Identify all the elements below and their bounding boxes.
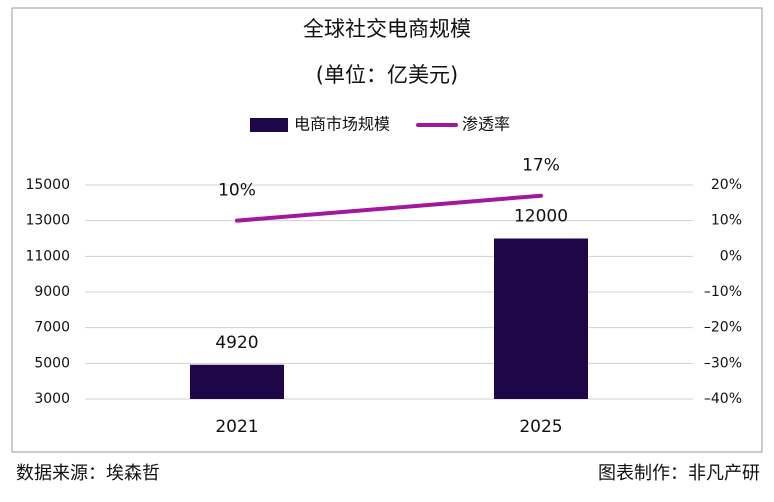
line-value-label: 17% xyxy=(522,156,560,176)
y-tick-label: 3000 xyxy=(34,391,70,407)
y-tick-label: 5000 xyxy=(34,355,70,371)
bar xyxy=(190,364,284,399)
y-tick-label: 11000 xyxy=(25,248,70,264)
source-note: 数据来源：埃森哲 xyxy=(16,463,160,484)
y-tick-label: 9000 xyxy=(34,284,70,300)
y2-tick-label: 0% xyxy=(720,248,742,264)
bar-value-label: 12000 xyxy=(514,207,568,227)
legend-swatch xyxy=(250,118,288,132)
line xyxy=(235,193,543,223)
bar xyxy=(494,238,588,399)
y2-tick-label: –20% xyxy=(704,320,742,336)
y2-tick-label: –40% xyxy=(704,391,742,407)
bar-value-label: 4920 xyxy=(215,333,258,353)
y2-tick-label: 20% xyxy=(711,177,742,193)
y2-tick-label: –10% xyxy=(704,284,742,300)
chart-frame xyxy=(11,7,763,453)
y-tick-label: 7000 xyxy=(34,320,70,336)
chart-title: 全球社交电商规模 xyxy=(303,17,471,41)
line-value-label: 10% xyxy=(218,181,256,201)
legend-label: 渗透率 xyxy=(462,115,510,134)
y2-tick-label: 10% xyxy=(711,213,742,229)
credit-note: 图表制作：非凡产研 xyxy=(598,463,760,484)
x-tick-label: 2021 xyxy=(215,417,258,437)
chart-subtitle: (单位：亿美元) xyxy=(316,63,458,87)
y-tick-label: 13000 xyxy=(25,213,70,229)
y-tick-label: 15000 xyxy=(25,177,70,193)
x-tick-label: 2025 xyxy=(519,417,562,437)
y2-tick-label: –30% xyxy=(704,355,742,371)
legend-label: 电商市场规模 xyxy=(294,115,390,134)
